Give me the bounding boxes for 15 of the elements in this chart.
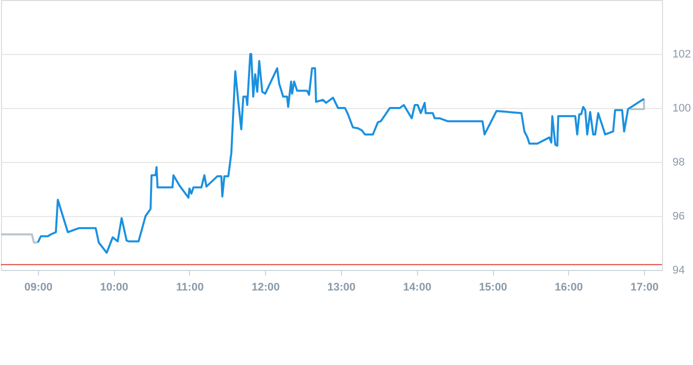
x-tick-label: 14:00: [403, 282, 432, 294]
x-tick-label: 12:00: [252, 282, 280, 294]
line-series: [36, 53, 646, 254]
y-tick-label: 100: [672, 102, 691, 114]
x-tick-label: 15:00: [478, 282, 508, 294]
y-tick-label: 96: [672, 210, 685, 222]
x-tick-label: 17:00: [630, 282, 659, 294]
x-tick-label: 11:00: [176, 282, 204, 294]
y-tick-label: 94: [672, 264, 685, 276]
x-tick-label: 16:00: [554, 282, 583, 294]
y-tick-label: 98: [672, 156, 685, 168]
x-tick-label: 09:00: [24, 282, 52, 294]
x-tick-label: 10:00: [100, 282, 128, 294]
x-tick-label: 13:00: [327, 282, 356, 294]
y-tick-label: 102: [672, 48, 691, 60]
